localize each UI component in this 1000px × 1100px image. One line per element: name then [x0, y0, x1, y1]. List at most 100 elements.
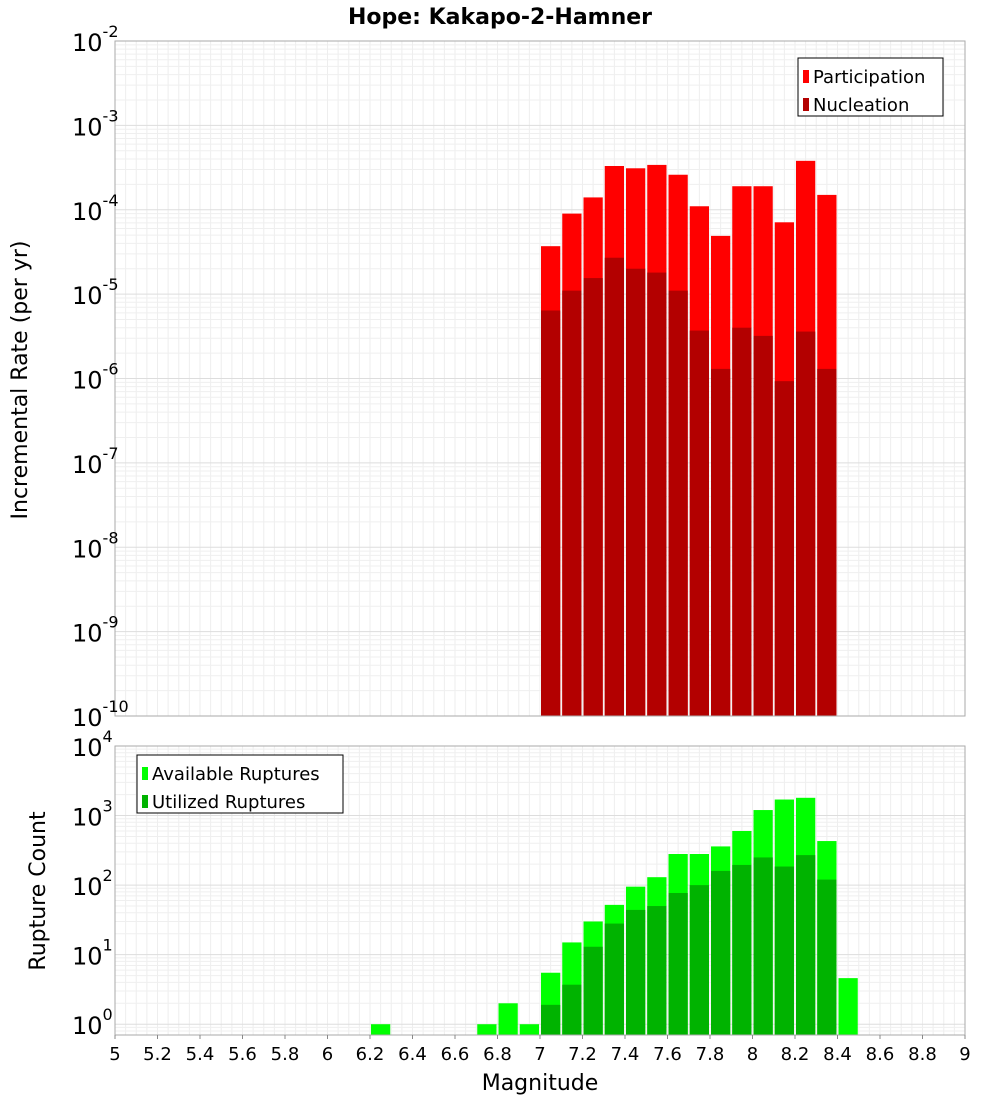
x-tick-label: 7.6 — [653, 1044, 682, 1065]
legend-box — [797, 57, 944, 117]
legend-swatch — [803, 70, 809, 83]
y-tick-base: 10 — [72, 943, 103, 971]
x-tick-label: 9 — [959, 1044, 970, 1065]
x-axis-label: Magnitude — [482, 1071, 599, 1096]
y-tick-base: 10 — [72, 1012, 103, 1040]
bar-nucleation — [583, 278, 603, 716]
legend-label: Nucleation — [813, 95, 909, 116]
x-tick-label: 5.2 — [143, 1044, 172, 1065]
bottom-bars — [371, 797, 858, 1035]
bar-utilized-ruptures — [541, 1004, 561, 1035]
bar-nucleation — [541, 310, 561, 716]
bar-nucleation — [604, 257, 624, 716]
bar-utilized-ruptures — [732, 864, 752, 1035]
legend-swatch — [142, 795, 148, 808]
x-tick-label: 8.4 — [823, 1044, 852, 1065]
bar-nucleation — [753, 335, 773, 716]
bar-utilized-ruptures — [562, 984, 582, 1035]
x-tick-label: 7 — [534, 1044, 545, 1065]
x-tick-label: 8.8 — [908, 1044, 937, 1065]
bar-utilized-ruptures — [689, 885, 709, 1035]
y-tick-exponent: -8 — [103, 528, 119, 547]
y-tick-label: 10-8 — [72, 528, 119, 563]
bar-utilized-ruptures — [647, 906, 667, 1035]
top-legend: Participation Nucleation — [797, 57, 944, 117]
x-tick-label: 6.2 — [356, 1044, 385, 1065]
y-tick-label: 103 — [72, 797, 113, 832]
bar-nucleation — [562, 290, 582, 716]
y-tick-label: 10-4 — [72, 191, 119, 226]
y-tick-exponent: 4 — [103, 727, 113, 746]
y-tick-base: 10 — [72, 282, 103, 310]
y-tick-label: 10-3 — [72, 106, 119, 141]
x-tick-label: 8 — [747, 1044, 758, 1065]
x-tick-label: 8.2 — [781, 1044, 810, 1065]
top-plot-frame — [114, 40, 966, 717]
bar-utilized-ruptures — [583, 946, 603, 1035]
x-tick-label: 6 — [322, 1044, 333, 1065]
y-tick-exponent: 2 — [103, 866, 113, 885]
bar-utilized-ruptures — [774, 866, 794, 1035]
bar-available-ruptures — [371, 1024, 391, 1035]
legend-swatch — [142, 767, 148, 780]
legend-box — [136, 754, 344, 814]
y-tick-base: 10 — [72, 29, 103, 57]
y-tick-base: 10 — [72, 198, 103, 226]
top-y-axis-label: Incremental Rate (per yr) — [8, 241, 33, 520]
y-tick-label: 10-7 — [72, 444, 119, 479]
y-tick-label: 10-2 — [72, 22, 119, 57]
top-grid — [114, 41, 966, 717]
bar-available-ruptures — [498, 1003, 518, 1035]
bar-utilized-ruptures — [668, 893, 688, 1035]
y-tick-label: 10-10 — [72, 697, 129, 732]
bar-nucleation — [668, 290, 688, 716]
y-tick-exponent: 3 — [103, 797, 113, 816]
x-tick-label: 5.8 — [271, 1044, 300, 1065]
y-tick-base: 10 — [72, 451, 103, 479]
legend-label: Available Ruptures — [152, 764, 320, 785]
bar-nucleation — [626, 268, 646, 716]
bottom-y-axis-label: Rupture Count — [26, 811, 51, 971]
x-tick-label: 6.8 — [483, 1044, 512, 1065]
y-tick-label: 10-5 — [72, 275, 119, 310]
y-tick-base: 10 — [72, 704, 103, 732]
y-tick-exponent: -9 — [103, 613, 119, 632]
top-bars — [541, 160, 837, 717]
x-tick-label: 6.6 — [441, 1044, 470, 1065]
y-tick-exponent: 0 — [103, 1005, 113, 1024]
y-tick-base: 10 — [72, 113, 103, 141]
bar-utilized-ruptures — [711, 870, 731, 1035]
bar-nucleation — [647, 272, 667, 716]
y-tick-exponent: -2 — [103, 22, 119, 41]
bar-utilized-ruptures — [753, 857, 773, 1035]
chart-title: Hope: Kakapo-2-Hamner — [348, 5, 652, 30]
y-tick-exponent: -3 — [103, 106, 119, 125]
legend-label: Participation — [813, 67, 925, 88]
x-tick-label: 5.6 — [228, 1044, 257, 1065]
x-tick-label: 7.4 — [611, 1044, 640, 1065]
bar-utilized-ruptures — [796, 855, 816, 1035]
bar-available-ruptures — [519, 1024, 539, 1035]
y-tick-exponent: -6 — [103, 360, 119, 379]
bar-available-ruptures — [477, 1024, 497, 1035]
y-tick-base: 10 — [72, 804, 103, 832]
y-tick-base: 10 — [72, 620, 103, 648]
y-tick-exponent: -5 — [103, 275, 119, 294]
y-tick-base: 10 — [72, 734, 103, 762]
bar-utilized-ruptures — [817, 879, 837, 1035]
y-tick-base: 10 — [72, 873, 103, 901]
y-tick-base: 10 — [72, 367, 103, 395]
x-tick-label: 7.2 — [568, 1044, 597, 1065]
x-tick-label: 6.4 — [398, 1044, 427, 1065]
bar-nucleation — [774, 381, 794, 716]
y-tick-label: 10-6 — [72, 360, 119, 395]
y-tick-label: 101 — [72, 936, 113, 971]
legend-swatch — [803, 98, 809, 111]
x-ticks: 5 5.2 5.4 5.6 5.8 6 6.2 6.4 6.6 6.8 7 7.2 7.4 7.6 7.8 8… — [109, 1035, 971, 1065]
y-tick-exponent: -4 — [103, 191, 119, 210]
y-tick-label: 102 — [72, 866, 113, 901]
bar-nucleation — [817, 368, 837, 716]
